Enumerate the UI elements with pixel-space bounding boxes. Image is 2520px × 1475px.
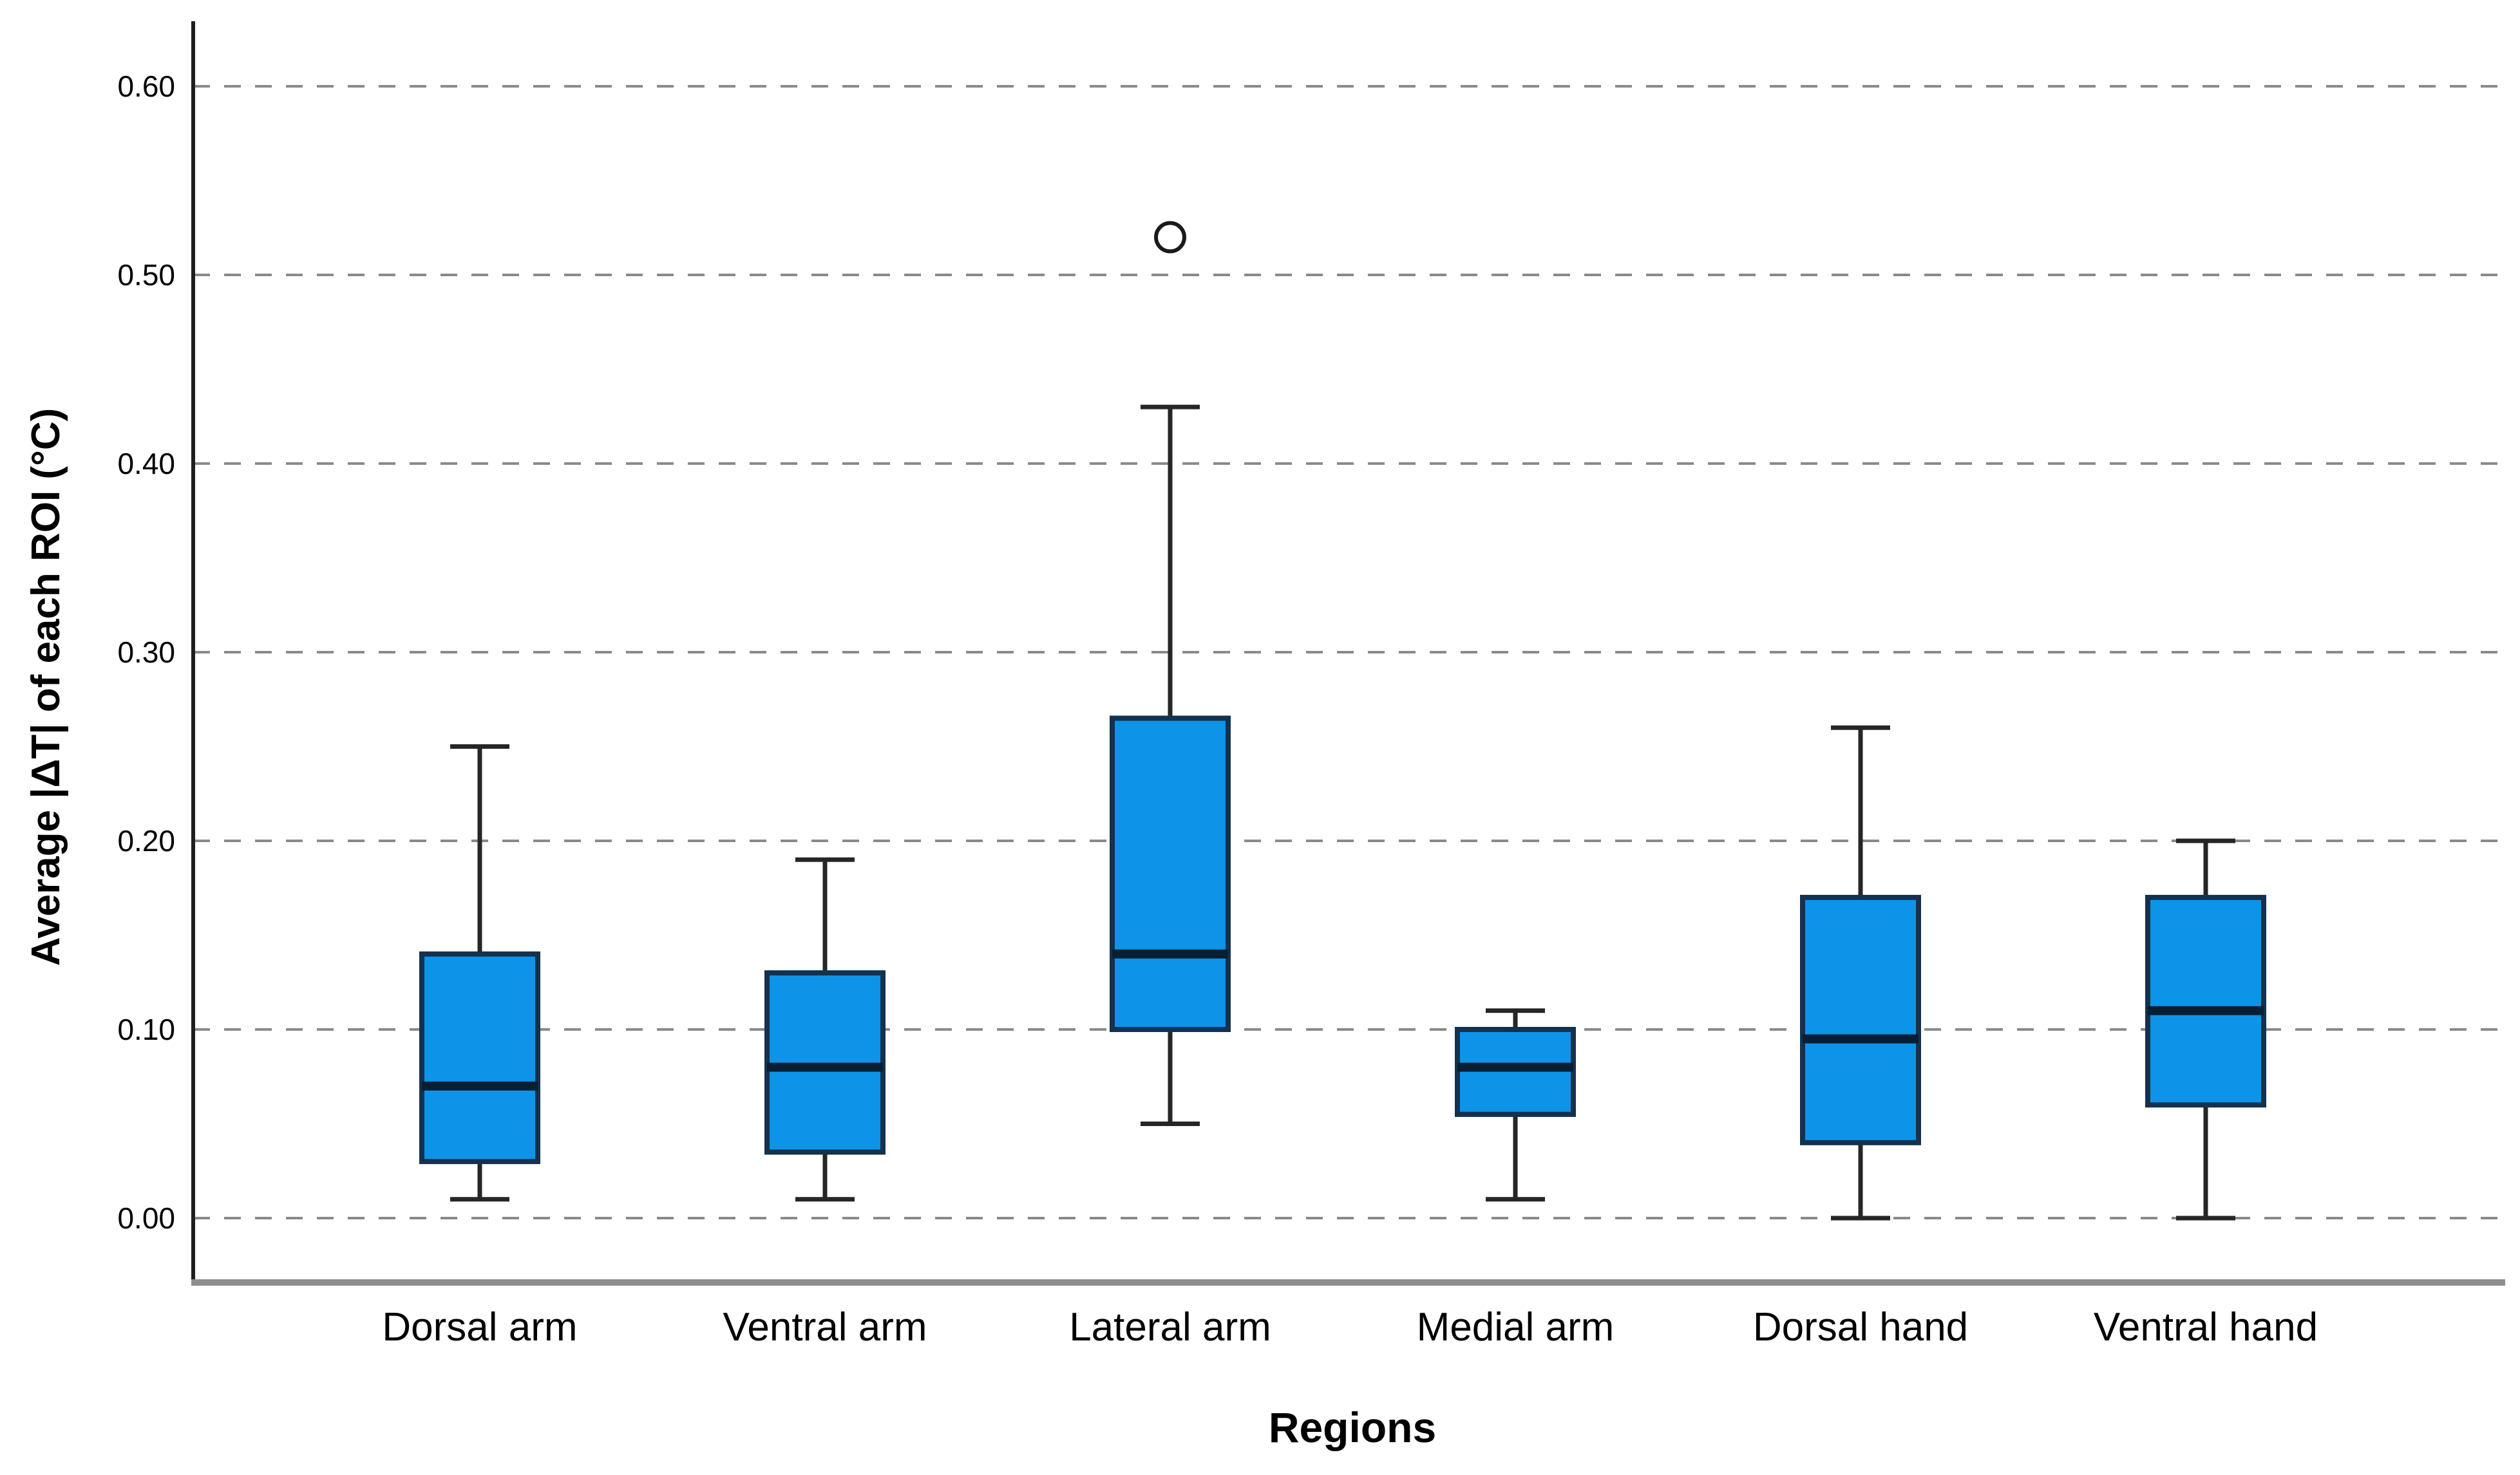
axis-label-layer: 0.60 0.50 0.40 0.30 0.20 0.10 0.00 Dorsal arm Ve… [117, 70, 2318, 1349]
iqr-box [419, 951, 540, 1165]
x-axis-title: Regions [1269, 1404, 1436, 1451]
outlier-point [1154, 221, 1186, 254]
iqr-box [1455, 1027, 1576, 1117]
boxplot-ventral-hand [2145, 838, 2266, 1221]
y-tick-label: 0.00 [117, 1201, 175, 1235]
y-tick-label: 0.30 [117, 635, 175, 669]
y-tick-label: 0.50 [117, 258, 175, 292]
boxplot-ventral-arm [764, 857, 886, 1202]
iqr-box [2145, 894, 2266, 1108]
x-category-label: Lateral arm [1069, 1305, 1271, 1349]
x-category-label: Medial arm [1417, 1305, 1615, 1349]
y-tick-label: 0.20 [117, 824, 175, 858]
y-tick-label: 0.40 [117, 447, 175, 480]
gridline-layer [193, 85, 2512, 1219]
y-tick-label: 0.60 [117, 70, 175, 103]
iqr-box [764, 970, 886, 1155]
boxplot-dorsal-hand [1800, 725, 1921, 1221]
y-axis-title: Average |ΔT| of each ROI (°C) [24, 408, 69, 966]
y-tick-label: 0.10 [117, 1013, 175, 1046]
iqr-box [1110, 715, 1231, 1033]
x-category-label: Ventral arm [723, 1305, 927, 1349]
x-category-label: Dorsal arm [382, 1305, 577, 1349]
boxplot-medial-arm [1455, 1008, 1576, 1202]
boxplot-lateral-arm [1110, 221, 1231, 1126]
boxplot-layer [419, 221, 2266, 1221]
x-category-label: Dorsal hand [1753, 1305, 1968, 1349]
iqr-box [1800, 894, 1921, 1145]
boxplot-dorsal-arm [419, 744, 540, 1202]
x-category-label: Ventral hand [2094, 1305, 2318, 1349]
